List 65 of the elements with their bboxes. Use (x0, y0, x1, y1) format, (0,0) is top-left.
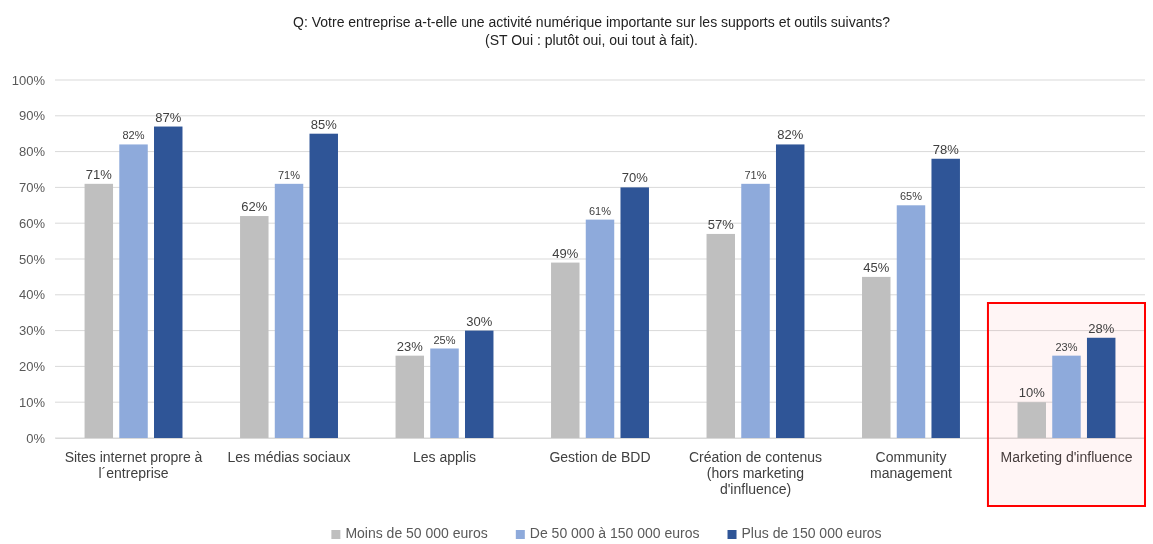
y-tick-label: 70% (18, 180, 46, 196)
bar (84, 183, 114, 438)
data-label: 23% (396, 338, 424, 354)
y-tick-label: 80% (18, 144, 46, 160)
bar (240, 216, 269, 438)
data-label: 45% (863, 259, 890, 275)
bar (775, 144, 805, 438)
x-tick-label: Création de contenus (hors marketing d'influence) (688, 448, 823, 498)
bar (706, 233, 735, 438)
data-label: 25% (433, 333, 456, 346)
data-label: 71% (278, 168, 301, 181)
bar (741, 183, 770, 438)
bar (309, 133, 338, 438)
data-label: 70% (621, 170, 649, 186)
x-tick-label: Community management (870, 448, 952, 482)
bar (896, 205, 926, 438)
bar (1017, 402, 1046, 438)
bar (465, 330, 494, 438)
bar (585, 219, 615, 438)
data-label: 49% (552, 245, 579, 261)
legend-label: De 50 000 à 150 000 euros (529, 525, 700, 541)
y-tick-label: 50% (18, 251, 46, 267)
data-label: 61% (588, 204, 612, 217)
bar (862, 276, 891, 438)
y-tick-label: 20% (18, 359, 46, 375)
legend-label: Moins de 50 000 euros (345, 525, 488, 541)
y-tick-label: 90% (18, 108, 46, 124)
x-tick-label: Gestion de BDD (549, 448, 651, 465)
bar (154, 126, 183, 438)
bar (1052, 355, 1081, 438)
y-tick-label: 0% (26, 430, 46, 446)
data-label: 10% (1018, 385, 1046, 401)
data-label: 85% (310, 116, 338, 132)
data-label: 71% (744, 168, 767, 181)
data-label: 82% (122, 129, 145, 142)
y-tick-label: 100% (11, 72, 46, 88)
bar (931, 158, 960, 438)
bar (395, 355, 425, 438)
data-label: 82% (777, 127, 804, 143)
bar (551, 262, 580, 438)
y-tick-label: 60% (18, 215, 46, 231)
y-tick-label: 10% (18, 394, 46, 410)
bar (430, 348, 459, 438)
y-tick-label: 30% (18, 323, 46, 339)
data-label: 57% (707, 216, 735, 232)
data-label: 62% (241, 199, 268, 215)
x-tick-label: Les médias sociaux (227, 448, 351, 465)
data-label: 87% (155, 109, 182, 125)
x-tick-label: Marketing d'influence (1000, 448, 1133, 465)
y-tick-label: 40% (18, 287, 46, 303)
chart-title: Q: Votre entreprise a-t-elle une activité numérique importante sur les supports et outils suivants? (293, 14, 891, 30)
data-label: 30% (466, 313, 493, 329)
data-label: 71% (85, 166, 113, 182)
data-label: 78% (932, 141, 960, 157)
bar (274, 183, 304, 438)
data-label: 28% (1088, 320, 1115, 336)
data-label: 23% (1055, 340, 1078, 353)
bar (1086, 337, 1116, 438)
x-tick-label: Sites internet propre à l´entreprise (64, 448, 203, 482)
x-tick-label: Les applis (412, 448, 477, 465)
legend-label: Plus de 150 000 euros (741, 525, 882, 541)
bar (620, 187, 649, 438)
chart-subtitle: (ST Oui : plutôt oui, oui tout à fait). (485, 32, 698, 48)
data-label: 65% (899, 190, 923, 203)
bar (119, 144, 148, 438)
